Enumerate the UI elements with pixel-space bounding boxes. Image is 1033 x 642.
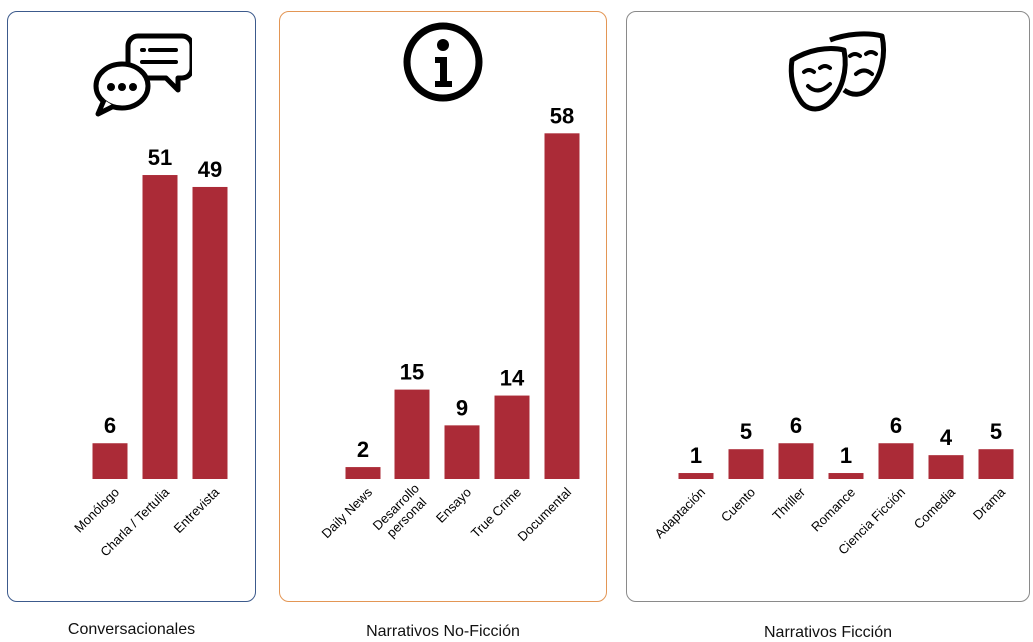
bar-true-crime	[494, 395, 530, 479]
data-label-daily-news: 2	[357, 437, 369, 462]
tick-label-romance: Romance	[808, 485, 858, 535]
data-label-drama: 5	[990, 419, 1002, 444]
tick-label-cuento: Cuento	[718, 485, 758, 525]
data-label-entrevista: 49	[198, 157, 222, 182]
data-label-true-crime: 14	[500, 366, 525, 391]
bar-adaptacion	[678, 473, 714, 479]
data-label-adaptacion: 1	[690, 443, 702, 468]
panel-title-conversacionales: Conversacionales	[67, 621, 196, 638]
data-label-documental: 58	[550, 103, 574, 128]
panel-title-no-ficcion: Narrativos No-Ficción	[366, 623, 520, 640]
bar-romance	[828, 473, 864, 479]
data-label-cuento: 5	[740, 419, 752, 444]
bar-documental	[544, 133, 580, 479]
data-label-romance: 1	[840, 443, 852, 468]
bar-ciencia-ficcion	[878, 443, 914, 479]
panel-ficcion	[626, 11, 1030, 602]
info-icon	[403, 22, 483, 102]
chat-bubbles-icon	[93, 33, 192, 117]
data-label-charla-tertulia: 51	[148, 145, 172, 170]
bar-desarrollo-personal	[394, 389, 430, 479]
bar-drama	[978, 449, 1014, 479]
data-label-thriller: 6	[790, 413, 802, 438]
bar-comedia	[928, 455, 964, 479]
data-label-monologo: 6	[104, 413, 116, 438]
bar-entrevista	[192, 186, 228, 479]
data-label-ensayo: 9	[456, 395, 468, 420]
theater-masks-icon	[788, 31, 886, 112]
bar-ensayo	[444, 425, 480, 479]
tick-label-comedia: Comedia	[911, 484, 959, 532]
data-label-desarrollo-personal: 15	[400, 360, 424, 385]
tick-label-drama: Drama	[970, 484, 1009, 523]
tick-label-adaptacion: Adaptación	[652, 485, 709, 542]
data-label-comedia: 4	[940, 425, 953, 450]
bar-charla-tertulia	[142, 175, 178, 480]
bar-monologo	[92, 443, 128, 479]
panel-title-ficcion: Narrativos Ficción	[763, 624, 893, 641]
tick-label-thriller: Thriller	[769, 484, 808, 523]
bar-cuento	[728, 449, 764, 479]
bar-daily-news	[345, 467, 381, 479]
bar-thriller	[778, 443, 814, 479]
data-label-ciencia-ficcion: 6	[890, 413, 902, 438]
